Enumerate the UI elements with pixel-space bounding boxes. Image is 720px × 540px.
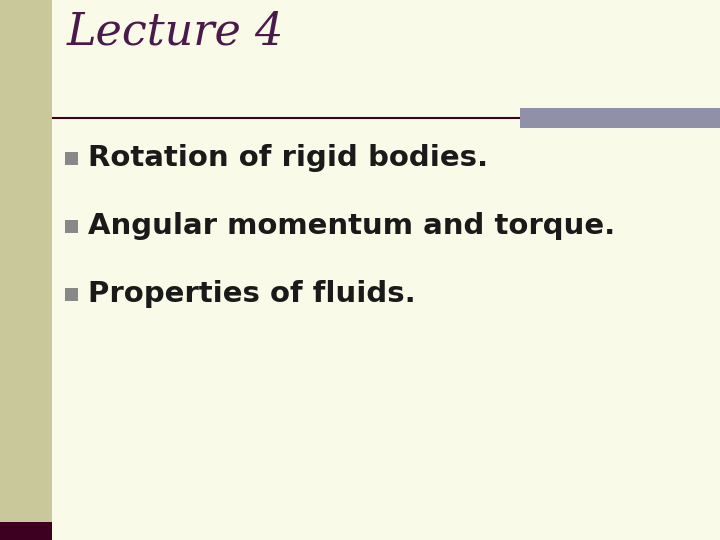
Bar [0, 522, 52, 540]
Text: Rotation of rigid bodies.: Rotation of rigid bodies. [88, 144, 488, 172]
Bar [65, 287, 78, 300]
Bar [65, 152, 78, 165]
Text: Lecture 4: Lecture 4 [67, 10, 284, 53]
Bar [65, 219, 78, 233]
Text: Properties of fluids.: Properties of fluids. [88, 280, 415, 308]
Text: Angular momentum and torque.: Angular momentum and torque. [88, 212, 616, 240]
Bar [0, 0, 52, 540]
Bar [520, 108, 720, 128]
